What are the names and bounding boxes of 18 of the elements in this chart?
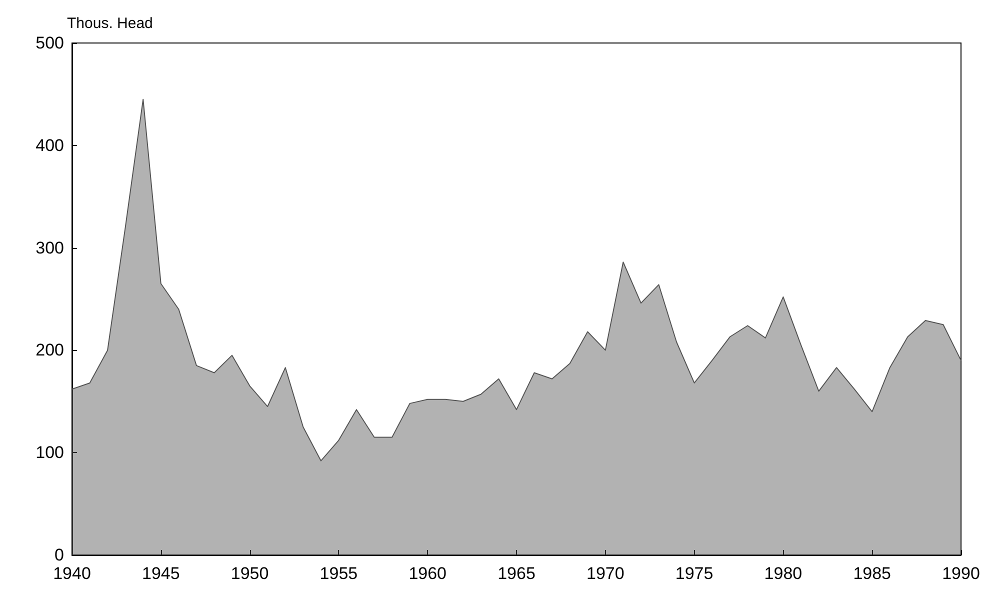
y-tick-label: 0	[54, 546, 64, 564]
x-tick-label: 1955	[320, 564, 358, 583]
y-axis-title: Thous. Head	[67, 15, 153, 32]
x-tick-label: 1950	[230, 564, 269, 583]
x-tick-label: 1960	[408, 564, 447, 583]
x-tick-label: 1980	[764, 564, 802, 583]
y-tick-label: 300	[36, 238, 64, 258]
y-tick-label: 400	[36, 136, 64, 155]
x-tick-label: 1945	[142, 564, 180, 583]
x-tick-label: 1940	[53, 564, 91, 583]
x-tick-label: 1975	[675, 564, 714, 583]
y-tick-label: 200	[36, 340, 64, 360]
x-tick-label: 1985	[853, 564, 892, 583]
y-tick-label: 500	[36, 34, 64, 52]
x-tick-label: 1965	[498, 564, 536, 583]
x-tick-label: 1970	[586, 564, 624, 583]
x-tick-label: 1990	[942, 564, 980, 583]
y-tick-label: 100	[36, 443, 64, 462]
